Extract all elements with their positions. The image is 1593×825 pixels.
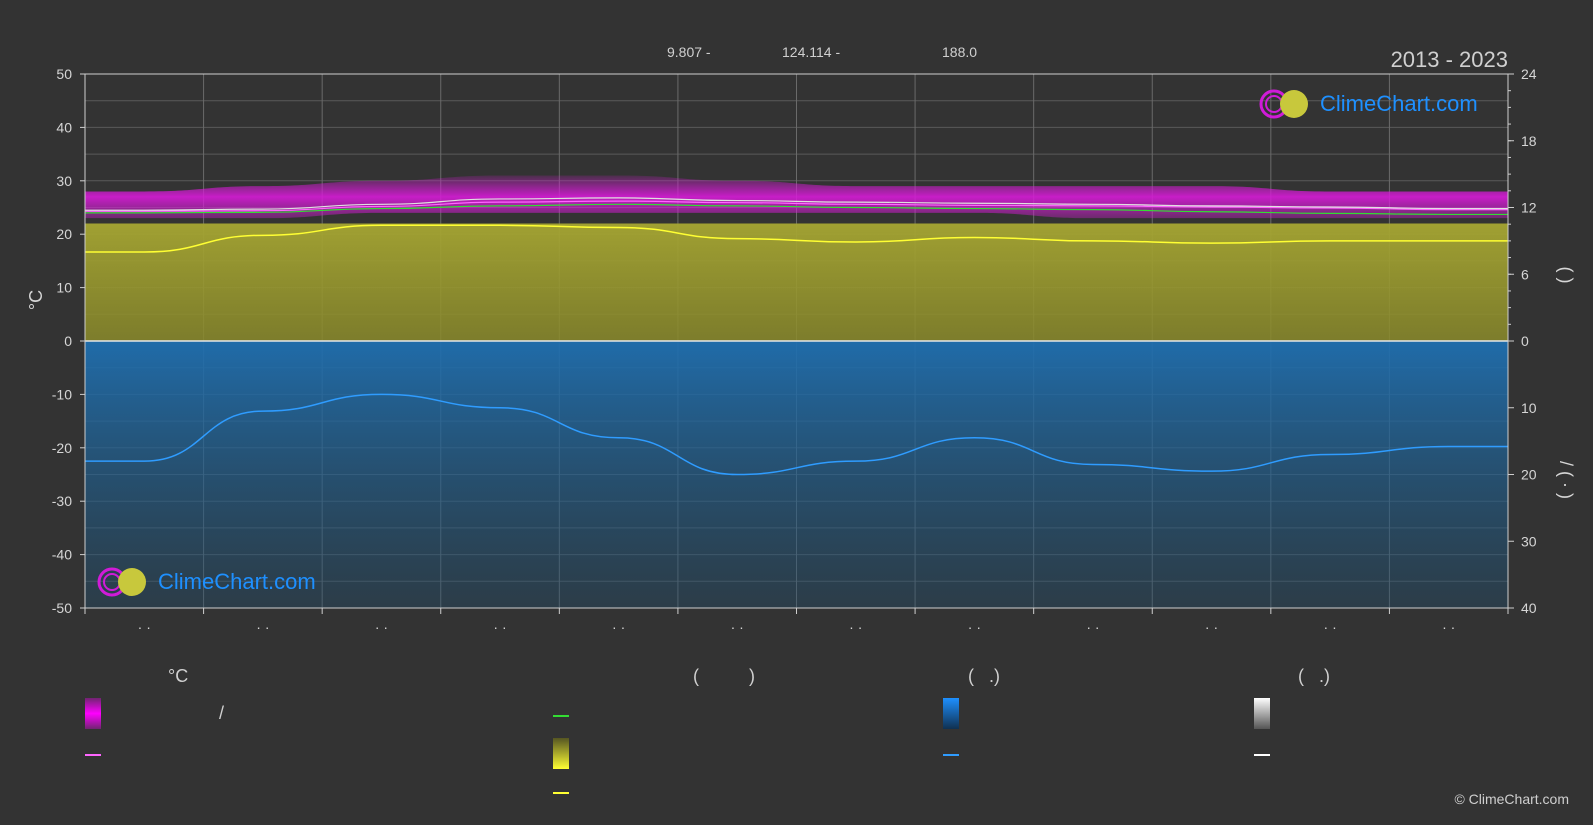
right-tick-label: 12 bbox=[1521, 200, 1537, 216]
left-tick-label: 20 bbox=[56, 226, 72, 242]
sw-snow-line bbox=[1254, 754, 1270, 756]
left-tick-label: -10 bbox=[52, 386, 72, 402]
left-tick-label: 30 bbox=[56, 173, 72, 189]
x-tick-label: · · bbox=[612, 619, 625, 635]
right-tick-label: 6 bbox=[1521, 266, 1529, 282]
right-tick-label: 10 bbox=[1521, 400, 1537, 416]
x-tick-label: · · bbox=[731, 619, 744, 635]
precipitation-line bbox=[85, 393, 1508, 476]
sw-sun-line bbox=[553, 792, 569, 794]
y-right-label-bottom: / ( · ) bbox=[1556, 461, 1576, 499]
left-tick-label: -30 bbox=[52, 493, 72, 509]
year-range-title: 2013 - 2023 bbox=[1391, 47, 1508, 72]
right-tick-label: 24 bbox=[1521, 66, 1537, 82]
legend-header-temp: °C bbox=[168, 666, 189, 686]
precip-area bbox=[85, 341, 1508, 608]
coord-elev: 188.0 bbox=[942, 44, 977, 60]
mean-temp-line bbox=[85, 203, 1508, 216]
right-tick-label: 0 bbox=[1521, 333, 1529, 349]
daylight-line bbox=[84, 197, 1508, 211]
legend-header-snow: ( .) bbox=[1298, 666, 1330, 686]
sw-temp-band bbox=[85, 698, 101, 729]
x-tick-label: · · bbox=[138, 619, 151, 635]
coord-lat: 9.807 - bbox=[667, 44, 711, 60]
x-tick-label: · · bbox=[849, 619, 862, 635]
right-tick-label: 30 bbox=[1521, 533, 1537, 549]
left-tick-label: 0 bbox=[64, 333, 72, 349]
legend-header-precip: ( .) bbox=[968, 666, 1000, 686]
y-right-label-top: ( ) bbox=[1556, 267, 1576, 284]
sunshine-line bbox=[85, 224, 1508, 253]
x-tick-label: · · bbox=[1442, 619, 1455, 635]
data-lines bbox=[84, 197, 1508, 476]
x-tick-label: · · bbox=[493, 619, 506, 635]
copyright: © ClimeChart.com bbox=[1454, 791, 1569, 807]
axes: 50 40 30 20 10 0 -10 -20 -30 -40 -50 24 18 12 6 0 10 20 30… bbox=[52, 66, 1537, 635]
x-tick-label: · · bbox=[256, 619, 269, 635]
right-tick-label: 18 bbox=[1521, 133, 1537, 149]
left-tick-label: 50 bbox=[56, 66, 72, 82]
y-left-label: °C bbox=[26, 290, 46, 310]
x-tick-label: · · bbox=[1324, 619, 1337, 635]
right-tick-label: 40 bbox=[1521, 600, 1537, 616]
left-tick-label: -20 bbox=[52, 440, 72, 456]
coord-lon: 124.114 - bbox=[782, 44, 840, 60]
logo-text: ClimeChart.com bbox=[1320, 91, 1478, 116]
sw-snow-band bbox=[1254, 698, 1270, 729]
left-tick-label: -40 bbox=[52, 547, 72, 563]
legend-header-sun: ( ) bbox=[693, 666, 755, 686]
max-temp-line bbox=[84, 200, 1508, 212]
right-tick-label: 20 bbox=[1521, 467, 1537, 483]
logo-top[interactable]: ClimeChart.com bbox=[1258, 88, 1478, 120]
left-tick-label: 10 bbox=[56, 280, 72, 296]
logo-bottom[interactable]: ClimeChart.com bbox=[96, 566, 316, 598]
sw-max-line bbox=[85, 754, 101, 756]
sunshine-area bbox=[85, 223, 1508, 341]
left-tick-label: 40 bbox=[56, 119, 72, 135]
sw-precip-line bbox=[943, 754, 959, 756]
sw-mean-line bbox=[553, 715, 569, 717]
legend-slash: / bbox=[219, 703, 225, 723]
sw-precip-band bbox=[943, 698, 959, 729]
climechart-logo-icon bbox=[97, 567, 146, 597]
x-tick-label: · · bbox=[968, 619, 981, 635]
left-tick-label: -50 bbox=[52, 600, 72, 616]
x-tick-label: · · bbox=[1205, 619, 1218, 635]
climechart-logo-icon bbox=[1259, 89, 1308, 119]
x-tick-label: · · bbox=[1086, 619, 1099, 635]
logo-text: ClimeChart.com bbox=[158, 569, 316, 594]
sw-sunshine-band bbox=[553, 738, 569, 769]
x-tick-label: · · bbox=[375, 619, 388, 635]
